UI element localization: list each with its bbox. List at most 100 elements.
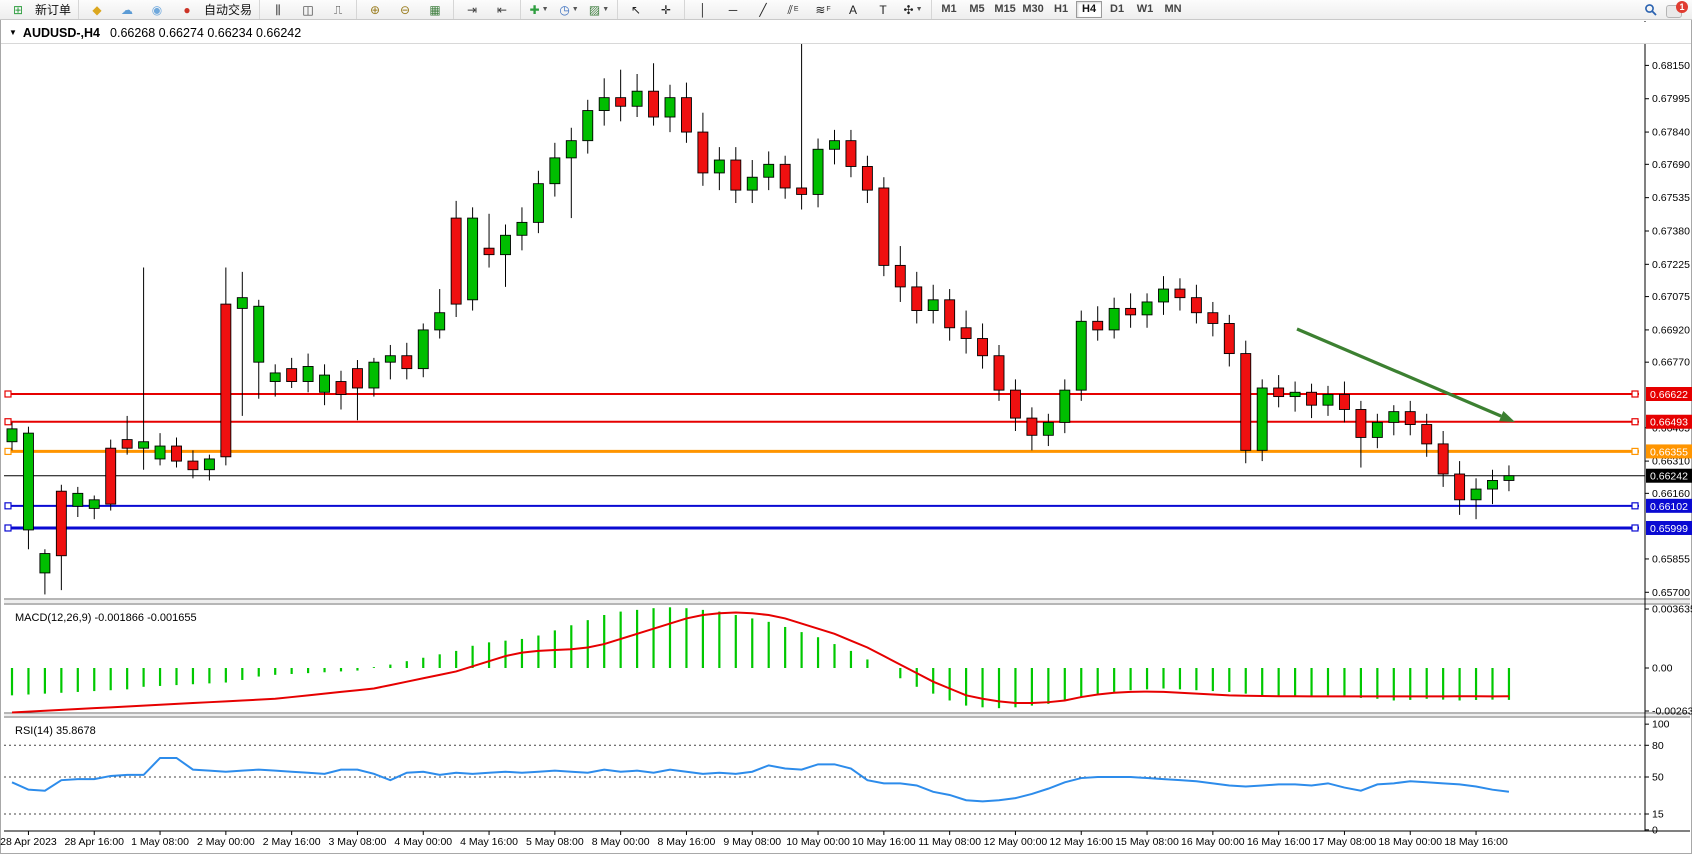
trendline-button[interactable]: ╱ <box>749 0 777 19</box>
text-button[interactable]: A <box>839 0 867 19</box>
chevron-down-icon[interactable]: ▼ <box>541 5 549 13</box>
zoom-in-button[interactable]: ⊕ <box>361 0 389 19</box>
line-chart-icon: ⎍ <box>333 2 343 17</box>
svg-text:0.66160: 0.66160 <box>1652 488 1690 500</box>
svg-text:0.003635: 0.003635 <box>1652 604 1692 616</box>
date-axis[interactable]: 28 Apr 2023 28 Apr 16:00 1 May 08:00 2 May … <box>0 831 1508 848</box>
horizontal-line-button[interactable]: ─ <box>719 0 747 19</box>
templates-button[interactable]: ▨ ▼ <box>585 0 613 19</box>
equidistant-channel-button[interactable]: ⫽ E <box>779 0 807 19</box>
line-chart-button[interactable]: ⎍ <box>324 0 352 19</box>
vertical-line-icon: │ <box>699 2 707 17</box>
toolbar-group: ↖ ✛ <box>617 0 684 19</box>
toolbar-button-groups: ⊞ 新订单 ◆ ☁ ◉ ● 自动交易 ⫼ ◫ ⎍ ⊕ ⊖ ▦ ⇥ ⇤ ✚ ▼ ◷ ▼ ▨ ▼ ↖ ✛ │ ─ ╱ ⫽ E ≋ F A T ✣ ▼ <box>0 0 931 19</box>
svg-text:10 May 00:00: 10 May 00:00 <box>786 836 850 848</box>
svg-text:0.66493: 0.66493 <box>1650 417 1688 429</box>
sub-letter: E <box>793 6 799 13</box>
svg-text:5 May 08:00: 5 May 08:00 <box>526 836 584 848</box>
community-icon: ☁ <box>121 2 134 17</box>
chevron-down-icon[interactable]: ▼ <box>915 5 923 13</box>
candlestick-button[interactable]: ◫ <box>294 0 322 19</box>
vertical-line-button[interactable]: │ <box>689 0 717 19</box>
toolbar-group: ⫼ ◫ ⎍ <box>259 0 356 19</box>
svg-text:4 May 00:00: 4 May 00:00 <box>394 836 452 848</box>
auto-scroll-button[interactable]: ⇥ <box>458 0 486 19</box>
rsi-pane[interactable]: 100 80 50 15 0 <box>4 719 1670 837</box>
svg-text:16 May 00:00: 16 May 00:00 <box>1181 836 1245 848</box>
timeframe-button-m5[interactable]: M5 <box>969 3 985 15</box>
svg-text:8 May 00:00: 8 May 00:00 <box>592 836 650 848</box>
svg-text:15 May 08:00: 15 May 08:00 <box>1115 836 1179 848</box>
trend-arrow-annotation[interactable] <box>1296 327 1515 422</box>
timeframe-button-w1[interactable]: W1 <box>1136 3 1154 15</box>
svg-text:18 May 16:00: 18 May 16:00 <box>1444 836 1508 848</box>
timeframe-button-mn[interactable]: MN <box>1164 3 1182 15</box>
candlestick-series[interactable] <box>6 43 1515 595</box>
autotrading-icon: ● <box>183 2 191 17</box>
timeframe-button-h4[interactable]: H4 <box>1076 1 1103 18</box>
timeframe-button-h1[interactable]: H1 <box>1054 3 1069 15</box>
svg-text:4 May 16:00: 4 May 16:00 <box>460 836 518 848</box>
add-indicator-button[interactable]: ✚ ▼ <box>525 0 553 19</box>
svg-text:0.66102: 0.66102 <box>1650 501 1688 513</box>
toolbar-group: ⇥ ⇤ <box>453 0 520 19</box>
community-button[interactable]: ☁ <box>113 0 141 19</box>
toolbar-right: 1 <box>1636 0 1692 19</box>
new-order-label: 新订单 <box>35 3 72 17</box>
tile-windows-button[interactable]: ▦ <box>421 0 449 19</box>
horizontal-line-icon: ─ <box>728 2 738 17</box>
data-folder-button[interactable]: ◆ <box>83 0 111 19</box>
svg-text:28 Apr 2023: 28 Apr 2023 <box>0 836 57 848</box>
svg-text:0.67690: 0.67690 <box>1652 159 1690 171</box>
main-toolbar: ⊞ 新订单 ◆ ☁ ◉ ● 自动交易 ⫼ ◫ ⎍ ⊕ ⊖ ▦ ⇥ ⇤ ✚ ▼ ◷ ▼ ▨ ▼ ↖ ✛ │ ─ ╱ ⫽ E ≋ F A T ✣ ▼ … <box>0 0 1692 20</box>
fibonacci-icon: ≋ <box>815 2 826 17</box>
timeframe-button-m30[interactable]: M30 <box>1022 3 1044 15</box>
svg-text:0.67535: 0.67535 <box>1652 192 1690 204</box>
text-icon: A <box>849 2 858 17</box>
signals-button[interactable]: ◉ <box>143 0 171 19</box>
timeframe-button-m1[interactable]: M1 <box>941 3 957 15</box>
periods-button[interactable]: ◷ ▼ <box>555 0 583 19</box>
timeframe-button-m15[interactable]: M15 <box>994 3 1016 15</box>
svg-text:0.67840: 0.67840 <box>1652 127 1690 139</box>
svg-text:0.67225: 0.67225 <box>1652 259 1690 271</box>
rsi-indicator-label: RSI(14) 35.8678 <box>15 725 96 737</box>
search-icon[interactable] <box>1637 0 1665 19</box>
text-label-button[interactable]: T <box>869 0 897 19</box>
chevron-down-icon[interactable]: ▼ <box>602 5 610 13</box>
svg-text:10 May 16:00: 10 May 16:00 <box>852 836 916 848</box>
collapse-triangle-icon[interactable]: ▼ <box>9 28 17 37</box>
autotrading-button[interactable]: ● <box>173 0 201 19</box>
svg-text:0.66310: 0.66310 <box>1652 456 1690 468</box>
zoom-out-button[interactable]: ⊖ <box>391 0 419 19</box>
toolbar-group: │ ─ ╱ ⫽ E ≋ F A T ✣ ▼ <box>684 0 931 19</box>
new-order-button[interactable]: ⊞ <box>4 0 32 19</box>
symbol-period-label: AUDUSD-,H4 <box>22 25 101 40</box>
horizontal-level-lines[interactable]: 0.66622 0.66493 0.66355 0.66102 0.65999 <box>4 387 1692 535</box>
svg-text:-0.00263: -0.00263 <box>1652 706 1692 718</box>
svg-text:12 May 00:00: 12 May 00:00 <box>984 836 1048 848</box>
data-folder-icon: ◆ <box>92 2 102 17</box>
chart-shift-button[interactable]: ⇤ <box>488 0 516 19</box>
tile-windows-icon: ▦ <box>429 2 441 17</box>
svg-text:18 May 00:00: 18 May 00:00 <box>1378 836 1442 848</box>
candlestick-icon: ◫ <box>302 2 314 17</box>
bar-chart-icon: ⫼ <box>275 2 281 17</box>
fibonacci-button[interactable]: ≋ F <box>809 0 837 19</box>
cursor-button[interactable]: ↖ <box>622 0 650 19</box>
svg-text:0.65700: 0.65700 <box>1652 587 1690 599</box>
svg-text:50: 50 <box>1652 772 1664 784</box>
svg-text:3 May 08:00: 3 May 08:00 <box>329 836 387 848</box>
svg-text:15: 15 <box>1652 808 1664 820</box>
bar-chart-button[interactable]: ⫼ <box>264 0 292 19</box>
crosshair-button[interactable]: ✛ <box>652 0 680 19</box>
chevron-down-icon[interactable]: ▼ <box>571 5 579 13</box>
macd-pane[interactable]: 0.003635 0.00 -0.00263 <box>10 604 1692 718</box>
arrows-icon: ✣ <box>903 2 914 17</box>
timeframe-button-d1[interactable]: D1 <box>1110 3 1125 15</box>
svg-text:12 May 16:00: 12 May 16:00 <box>1049 836 1113 848</box>
notifications-icon[interactable]: 1 <box>1666 0 1688 18</box>
svg-text:80: 80 <box>1652 740 1664 752</box>
arrows-button[interactable]: ✣ ▼ <box>899 0 927 19</box>
